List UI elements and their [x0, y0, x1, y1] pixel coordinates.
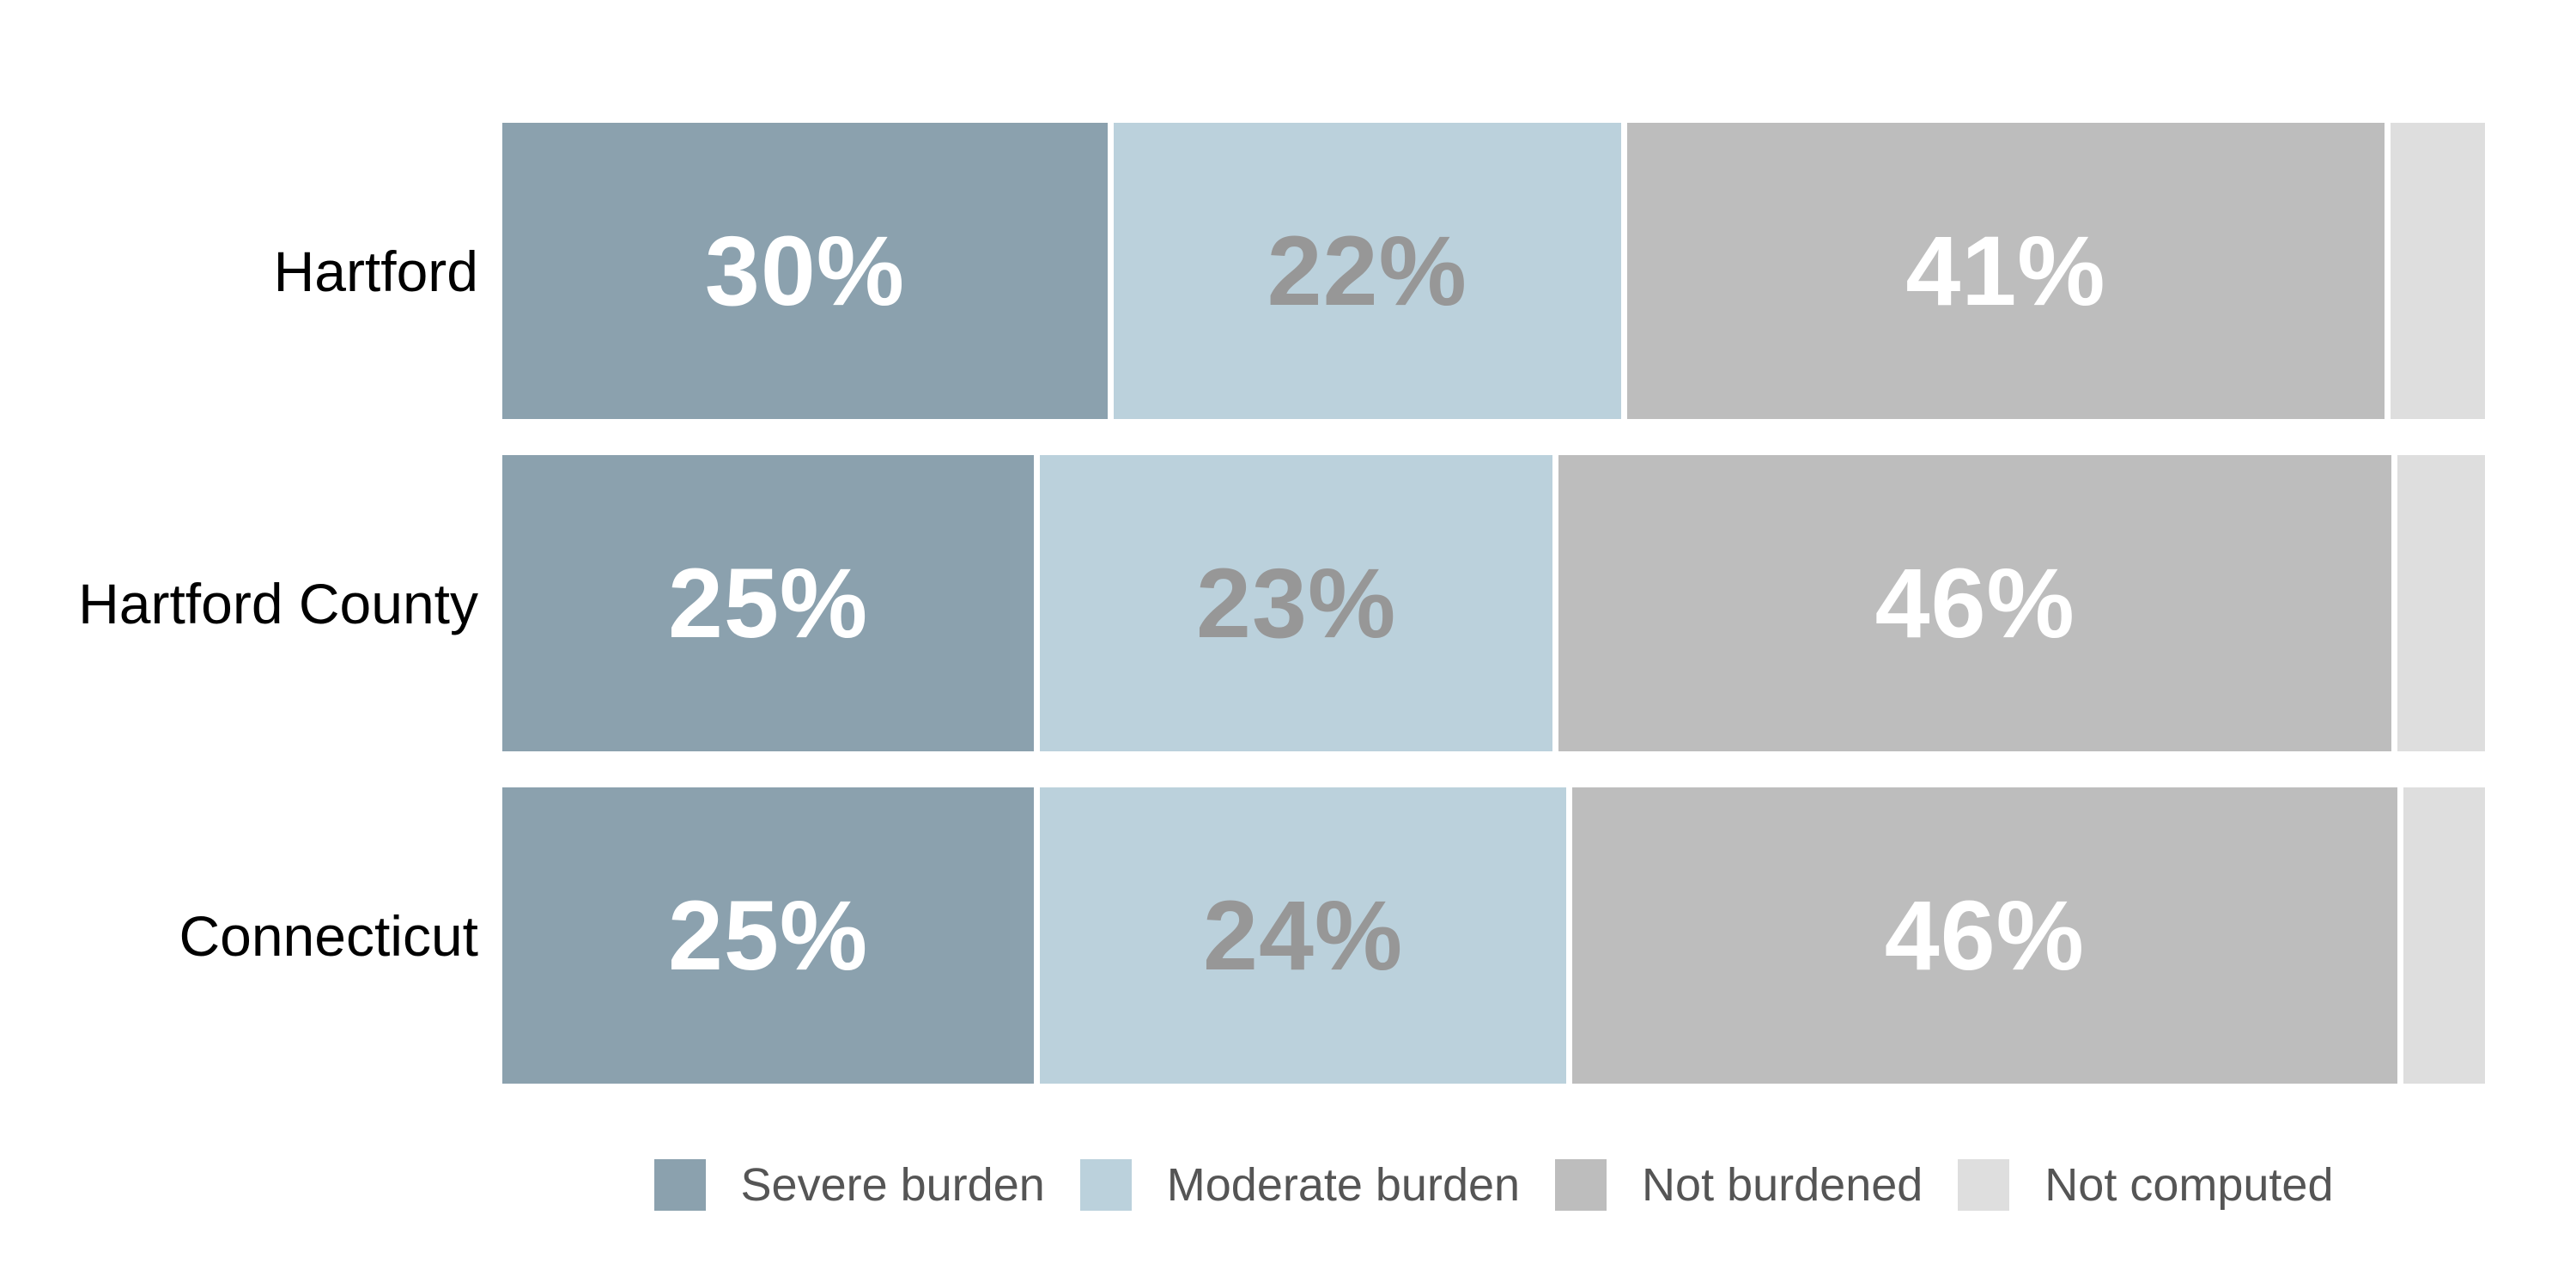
legend-item-severe-burden: Severe burden [653, 1158, 1045, 1212]
bar-row-connecticut: Connecticut 25% 24% 46% [0, 787, 2576, 1084]
category-label: Connecticut [179, 903, 478, 968]
bar-rows: Hartford 30% 22% 41% Hartford County [0, 123, 2576, 1084]
legend: Severe burden Moderate burden Not burden… [502, 1158, 2485, 1212]
legend-item-not-computed: Not computed [1958, 1158, 2333, 1212]
bar-segment-not-burdened: 46% [1571, 787, 2397, 1084]
bar-segment-moderate-burden: 23% [1040, 455, 1553, 751]
segment-value-label: 24% [1202, 880, 1404, 991]
segment-value-label: 25% [668, 880, 869, 991]
bar-row-hartford-county: Hartford County 25% 23% 46% [0, 455, 2576, 751]
bar-segment-not-computed [2397, 455, 2485, 751]
segment-value-label: 25% [668, 548, 869, 659]
legend-swatch-moderate-burden [1079, 1159, 1132, 1211]
segment-value-label: 22% [1267, 216, 1467, 326]
bar: 30% 22% 41% [502, 123, 2485, 419]
bar-segment-severe-burden: 30% [502, 123, 1108, 419]
bar-row-hartford: Hartford 30% 22% 41% [0, 123, 2576, 419]
legend-item-moderate-burden: Moderate burden [1079, 1158, 1521, 1212]
segment-value-label: 23% [1196, 548, 1397, 659]
bar-segment-not-burdened: 46% [1558, 455, 2392, 751]
bar: 25% 24% 46% [502, 787, 2485, 1084]
segment-value-label: 30% [704, 216, 906, 326]
legend-label: Not computed [2044, 1159, 2334, 1211]
legend-swatch-not-burdened [1555, 1159, 1607, 1211]
bar: 25% 23% 46% [502, 455, 2485, 751]
legend-swatch-severe-burden [653, 1159, 706, 1211]
legend-label: Not burdened [1642, 1159, 1923, 1211]
legend-item-not-burdened: Not burdened [1555, 1158, 1923, 1212]
bar-segment-moderate-burden: 24% [1040, 787, 1566, 1084]
segment-value-label: 46% [1874, 548, 2075, 659]
bar-segment-moderate-burden: 22% [1113, 123, 1621, 419]
segment-value-label: 41% [1905, 216, 2106, 326]
bar-segment-severe-burden: 25% [502, 455, 1035, 751]
bar-segment-not-computed [2403, 787, 2485, 1084]
category-label: Hartford County [78, 571, 478, 635]
legend-swatch-not-computed [1958, 1159, 2010, 1211]
bar-segment-not-burdened: 41% [1626, 123, 2385, 419]
bar-segment-severe-burden: 25% [502, 787, 1035, 1084]
legend-label: Moderate burden [1166, 1159, 1521, 1211]
bar-segment-not-computed [2391, 123, 2485, 419]
category-label: Hartford [273, 239, 478, 303]
segment-value-label: 46% [1884, 880, 2085, 991]
legend-label: Severe burden [740, 1159, 1045, 1211]
